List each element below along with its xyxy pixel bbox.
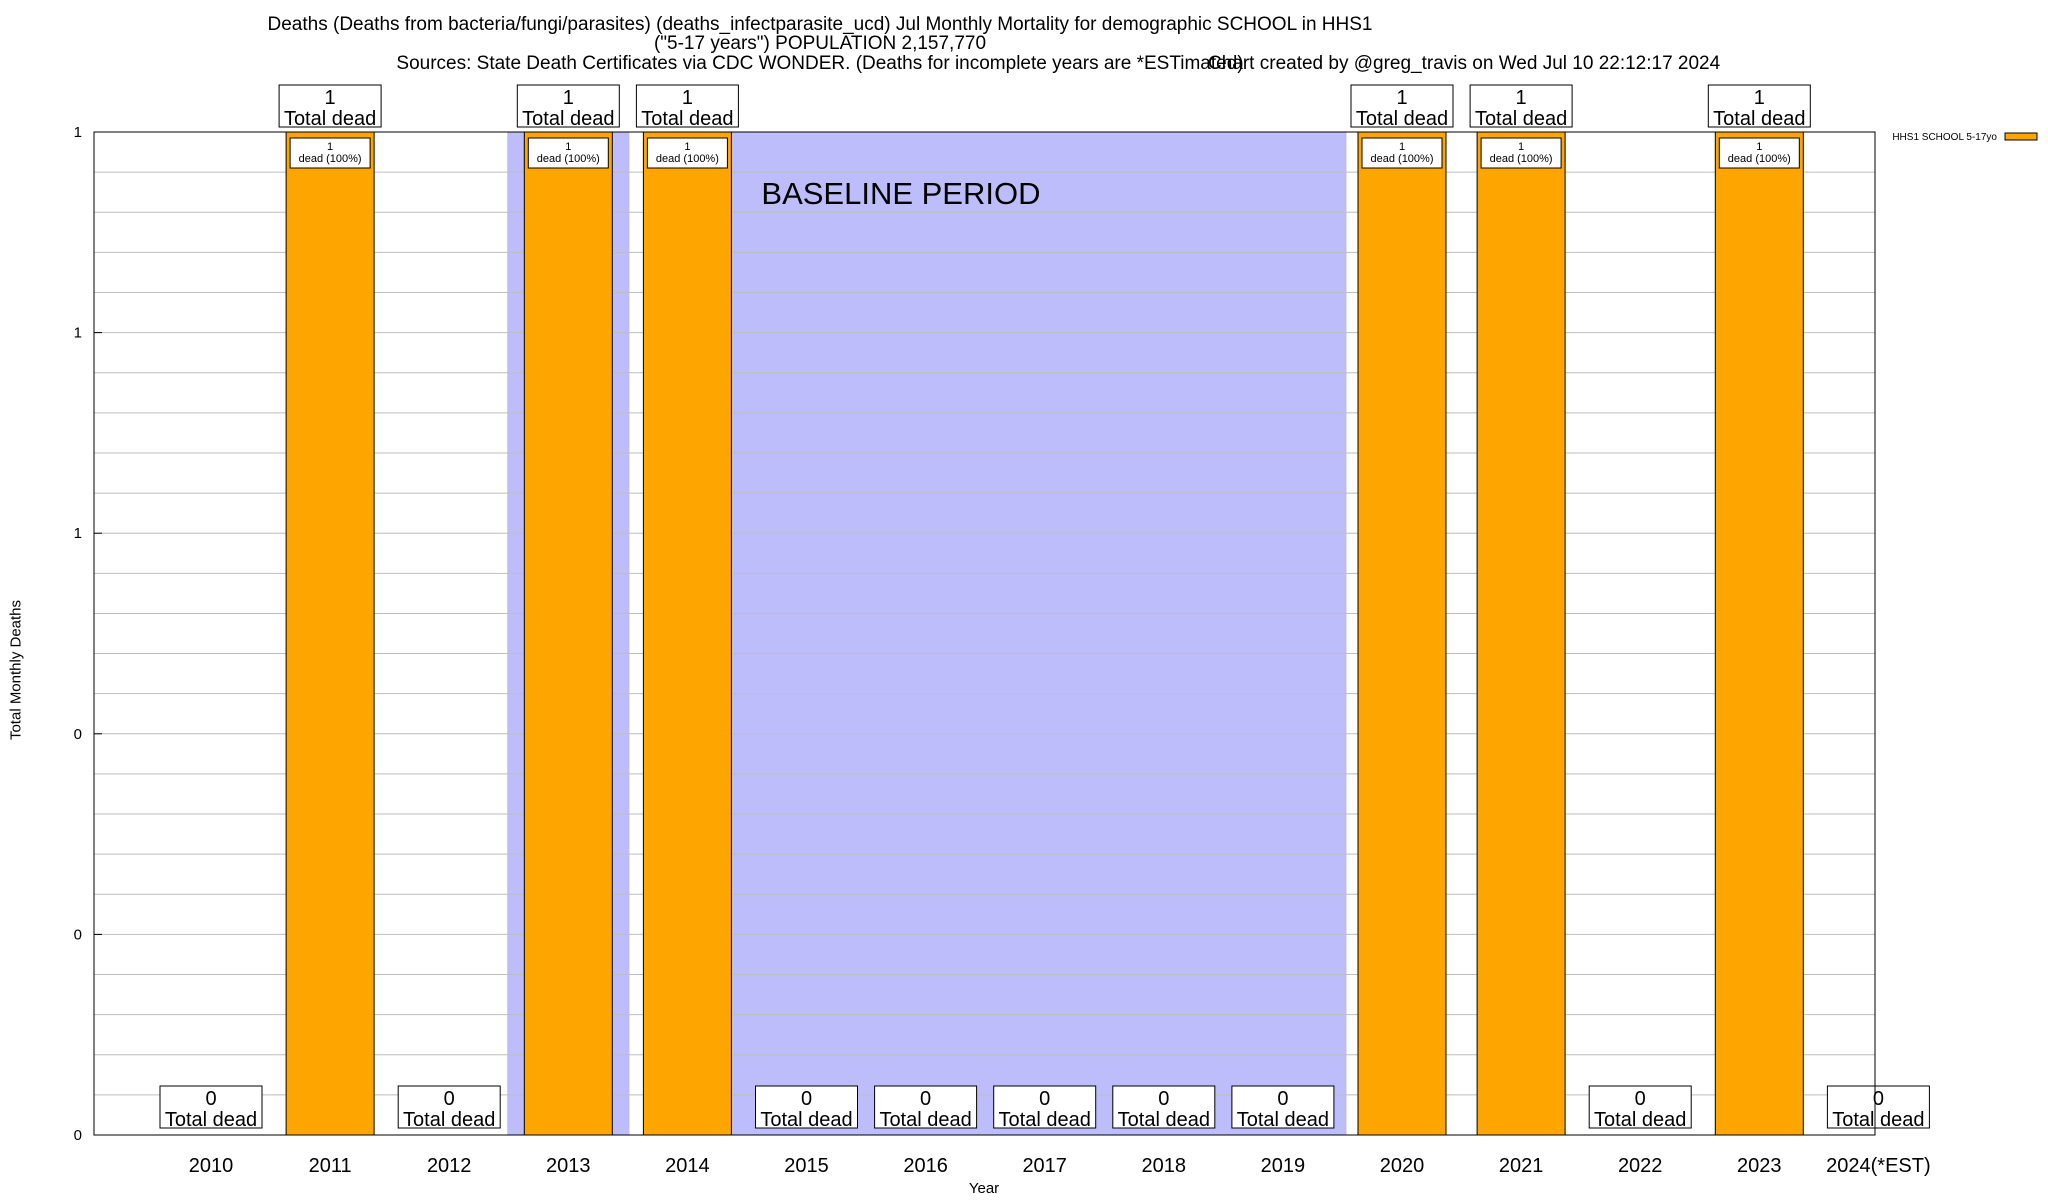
bar-inner-label-box bbox=[1361, 137, 1443, 169]
chart-sources-line: Sources: State Death Certificates via CD… bbox=[396, 53, 1244, 74]
x-tick-label: 2015 bbox=[784, 1155, 829, 1177]
bar-inner-label-box bbox=[1480, 137, 1562, 169]
total-label: 0 Total dead bbox=[999, 1088, 1091, 1131]
x-tick-label: 2012 bbox=[427, 1155, 472, 1177]
bar-inner-label-box bbox=[1718, 137, 1800, 169]
bar-inner-label: 1 dead (100%) bbox=[1490, 141, 1553, 165]
bar-2023 bbox=[1714, 131, 1804, 1136]
bar-2013 bbox=[523, 131, 613, 1136]
bar-inner-label: 1 dead (100%) bbox=[537, 141, 600, 165]
bar-inner-label-box bbox=[646, 137, 728, 169]
total-label-box bbox=[874, 1085, 978, 1129]
bar-inner-label: 1 dead (100%) bbox=[299, 141, 362, 165]
total-label: 1 Total dead bbox=[1713, 87, 1805, 130]
total-label-box bbox=[1469, 84, 1573, 128]
total-label-box bbox=[1588, 1085, 1692, 1129]
legend-label: HHS1 SCHOOL 5-17yo bbox=[1892, 132, 1997, 143]
total-label: 0 Total dead bbox=[403, 1088, 495, 1131]
y-tick-label: 1 bbox=[74, 525, 82, 542]
total-label-box bbox=[1231, 1085, 1335, 1129]
total-label-box bbox=[278, 84, 382, 128]
total-label-box bbox=[1112, 1085, 1216, 1129]
y-tick-label: 1 bbox=[74, 325, 82, 342]
x-tick-label: 2013 bbox=[546, 1155, 591, 1177]
total-label: 0 Total dead bbox=[165, 1088, 257, 1131]
legend-swatch bbox=[2004, 132, 2038, 141]
x-tick-label: 2016 bbox=[903, 1155, 948, 1177]
total-label-box bbox=[159, 1085, 263, 1129]
total-label-box bbox=[1350, 84, 1454, 128]
total-label: 1 Total dead bbox=[1475, 87, 1567, 130]
y-tick-label: 0 bbox=[74, 726, 82, 743]
total-label-box bbox=[397, 1085, 501, 1129]
baseline-period-band bbox=[731, 132, 1347, 1135]
bar-inner-label: 1 dead (100%) bbox=[1728, 141, 1791, 165]
x-tick-label: 2024(*EST) bbox=[1826, 1155, 1931, 1177]
total-label: 0 Total dead bbox=[760, 1088, 852, 1131]
bar-2011 bbox=[285, 131, 375, 1136]
total-label-box bbox=[635, 84, 739, 128]
total-label-box bbox=[993, 1085, 1097, 1129]
total-label: 0 Total dead bbox=[1237, 1088, 1329, 1131]
x-tick-label: 2010 bbox=[189, 1155, 234, 1177]
y-tick-label: 0 bbox=[74, 1127, 82, 1144]
bar-inner-label: 1 dead (100%) bbox=[656, 141, 719, 165]
total-label-box bbox=[516, 84, 620, 128]
bar-inner-label: 1 dead (100%) bbox=[1371, 141, 1434, 165]
bar-inner-label-box bbox=[527, 137, 609, 169]
x-tick-label: 2023 bbox=[1737, 1155, 1782, 1177]
bar-2021 bbox=[1476, 131, 1566, 1136]
y-tick-label: 1 bbox=[74, 124, 82, 141]
bar-2020 bbox=[1357, 131, 1447, 1136]
x-axis-label: Year bbox=[968, 1180, 1000, 1197]
bar-2014 bbox=[642, 131, 732, 1136]
x-tick-label: 2014 bbox=[665, 1155, 710, 1177]
total-label: 1 Total dead bbox=[641, 87, 733, 130]
total-label-box bbox=[1826, 1085, 1930, 1129]
total-label: 0 Total dead bbox=[1832, 1088, 1924, 1131]
total-label-box bbox=[755, 1085, 858, 1129]
total-label-box bbox=[1707, 84, 1811, 128]
x-tick-label: 2019 bbox=[1261, 1155, 1306, 1177]
total-label: 1 Total dead bbox=[284, 87, 376, 130]
total-label: 0 Total dead bbox=[1118, 1088, 1210, 1131]
x-tick-label: 2017 bbox=[1022, 1155, 1067, 1177]
baseline-period-label: BASELINE PERIOD bbox=[761, 176, 1040, 211]
plot-frame bbox=[93, 131, 1876, 1136]
x-tick-label: 2018 bbox=[1142, 1155, 1187, 1177]
total-label: 1 Total dead bbox=[522, 87, 614, 130]
x-tick-label: 2020 bbox=[1380, 1155, 1425, 1177]
chart-title-line-2: ("5-17 years") POPULATION 2,157,770 bbox=[653, 33, 987, 54]
bar-inner-label-box bbox=[289, 137, 371, 169]
total-label: 1 Total dead bbox=[1356, 87, 1448, 130]
chart-credit: Chart created by @greg_travis on Wed Jul… bbox=[1208, 53, 1721, 74]
y-tick-label: 0 bbox=[74, 926, 82, 943]
total-label: 0 Total dead bbox=[879, 1088, 971, 1131]
chart-title-line-1: Deaths (Deaths from bacteria/fungi/paras… bbox=[267, 14, 1373, 35]
x-tick-label: 2021 bbox=[1499, 1155, 1544, 1177]
total-label: 0 Total dead bbox=[1594, 1088, 1686, 1131]
x-tick-label: 2011 bbox=[309, 1155, 352, 1177]
x-tick-label: 2022 bbox=[1618, 1155, 1663, 1177]
